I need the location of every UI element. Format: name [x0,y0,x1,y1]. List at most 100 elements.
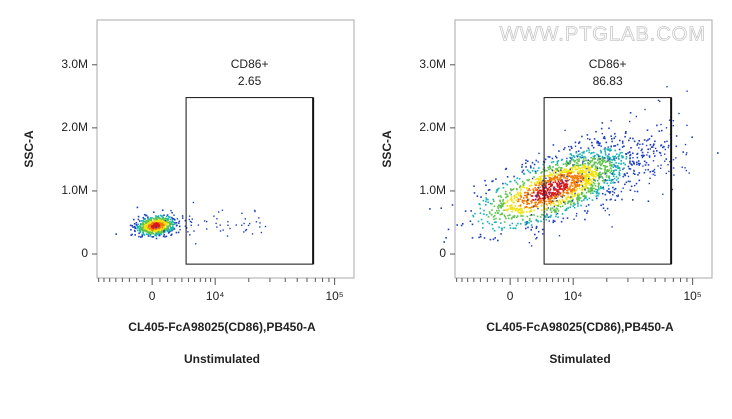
density-dot [533,199,535,201]
density-dot [590,152,592,155]
density-dot [559,175,562,177]
density-dot [150,219,152,222]
density-dot [507,208,509,210]
density-dot [576,155,578,157]
density-dot [632,199,634,201]
density-dot [552,209,555,211]
density-dot [603,136,606,138]
density-dot [558,174,560,176]
density-dot [160,230,163,233]
density-dot [134,227,136,229]
density-dot [166,217,168,220]
density-dot [541,185,543,187]
density-dot [587,204,590,206]
density-dot [555,156,558,159]
density-dot [609,199,611,201]
density-dot [169,227,172,229]
density-dot [533,214,535,216]
density-dot [509,214,511,216]
density-dot [522,215,524,217]
density-dot [587,190,590,193]
density-dot [544,197,546,199]
density-dot [526,201,528,203]
density-dot [149,231,151,234]
density-dot [565,189,568,192]
density-dot [534,205,537,208]
density-dot [142,232,144,234]
density-dot [638,140,640,142]
density-dot [570,157,572,159]
density-dot [181,217,184,219]
density-dot [161,209,164,211]
density-dot [537,198,540,200]
density-dot [147,233,150,236]
density-dot [576,184,578,187]
density-dot [505,217,507,220]
density-dot [549,171,551,174]
density-dot [547,175,550,177]
density-dot [138,232,140,235]
density-dot [574,145,577,147]
density-dot [594,168,597,170]
density-dot [547,183,550,186]
density-dot [591,190,594,192]
density-dot [561,174,563,177]
density-dot [535,170,537,173]
density-dot [147,221,150,224]
density-dot [509,207,512,209]
density-dot [587,162,589,165]
density-dot [561,179,563,181]
density-dot [611,190,614,193]
density-dot [672,125,675,127]
density-dot [574,192,576,195]
density-dot [562,217,565,220]
density-dot [645,140,648,142]
density-dot [557,180,560,183]
density-dot [473,185,475,187]
density-dot [143,227,146,230]
density-dot [518,194,520,196]
density-dot [159,221,162,224]
density-dot [584,156,586,158]
density-dot [552,192,554,194]
density-dot [615,157,618,159]
density-dot [622,156,624,159]
density-dot [641,143,644,145]
density-dot [597,159,599,161]
density-dot [553,205,555,208]
density-dot [533,176,535,178]
density-dot [548,202,551,205]
density-dot [133,223,136,225]
density-dot [164,217,167,220]
density-dot [557,201,559,204]
density-dot [556,189,559,192]
density-dot [624,135,626,138]
density-dot [160,229,162,231]
density-dot [559,206,562,208]
density-dot [544,194,546,197]
density-dot [546,209,548,211]
density-dot [649,171,651,173]
density-dot [542,183,545,185]
density-dot [600,159,603,162]
density-dot [188,218,190,221]
density-dot [469,220,472,222]
density-dot [503,209,505,212]
density-dot [647,151,649,154]
density-dot [172,221,174,223]
density-dot [172,226,174,228]
density-dot [584,188,586,190]
density-dot [158,229,160,232]
density-dot [535,184,538,186]
density-dot [507,217,510,220]
density-dot [173,223,175,225]
density-dot [638,179,641,182]
density-dot [569,161,571,164]
density-dot [553,197,555,200]
density-dot [558,199,561,202]
density-dot [162,226,165,229]
density-dot [576,158,578,161]
density-dot [574,183,576,186]
density-dot [499,218,501,220]
density-dot [151,217,153,219]
